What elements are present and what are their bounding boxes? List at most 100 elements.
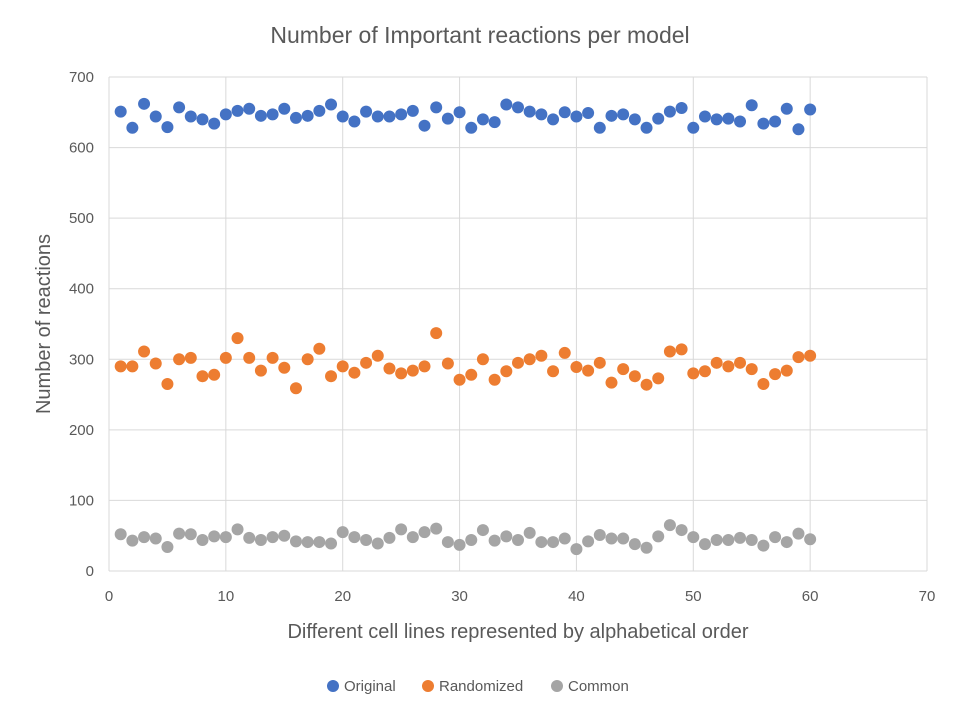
data-point	[804, 103, 817, 116]
data-point	[430, 522, 443, 535]
data-point	[254, 109, 267, 122]
data-point	[757, 377, 770, 390]
data-point	[757, 117, 770, 130]
data-point	[593, 121, 606, 134]
data-point	[582, 364, 595, 377]
data-point	[161, 121, 174, 134]
data-point	[348, 366, 361, 379]
data-point	[441, 536, 454, 549]
data-point	[360, 533, 373, 546]
x-tick-label: 10	[218, 588, 235, 605]
data-point	[161, 377, 174, 390]
data-point	[734, 356, 747, 369]
data-point	[488, 534, 501, 547]
data-point	[406, 364, 419, 377]
legend-label: Original	[344, 678, 396, 695]
data-point	[325, 537, 338, 550]
data-point	[780, 364, 793, 377]
data-point	[710, 113, 723, 126]
data-point	[476, 353, 489, 366]
y-tick-label: 600	[69, 140, 94, 157]
data-point	[652, 112, 665, 125]
series-original	[114, 97, 817, 136]
data-point	[418, 360, 431, 373]
data-point	[617, 532, 630, 545]
data-point	[219, 108, 232, 121]
data-point	[687, 531, 700, 544]
data-point	[278, 361, 291, 374]
data-point	[523, 353, 536, 366]
gridlines	[108, 76, 928, 572]
data-point	[325, 370, 338, 383]
data-point	[652, 372, 665, 385]
data-point	[184, 528, 197, 541]
data-point	[360, 105, 373, 118]
data-point	[208, 117, 221, 130]
data-point	[687, 121, 700, 134]
data-point	[243, 102, 256, 115]
data-point	[231, 104, 244, 117]
data-point	[523, 105, 536, 118]
data-point	[406, 104, 419, 117]
data-point	[348, 531, 361, 544]
data-point	[453, 106, 466, 119]
legend-marker	[327, 680, 339, 692]
data-point	[570, 543, 583, 556]
data-point	[500, 98, 513, 111]
data-point	[313, 104, 326, 117]
data-point	[698, 365, 711, 378]
data-point	[289, 535, 302, 548]
data-point	[465, 121, 478, 134]
data-point	[535, 108, 548, 121]
data-point	[769, 115, 782, 128]
data-point	[325, 98, 338, 111]
data-point	[173, 353, 186, 366]
legend-item-original: Original	[327, 678, 396, 695]
data-point	[465, 533, 478, 546]
data-point	[675, 102, 688, 115]
data-point	[289, 382, 302, 395]
data-point	[360, 356, 373, 369]
data-point	[149, 357, 162, 370]
data-point	[231, 332, 244, 345]
data-point	[196, 533, 209, 546]
data-point	[336, 110, 349, 123]
data-point	[722, 533, 735, 546]
data-point	[500, 530, 513, 543]
series-randomized	[114, 327, 817, 395]
data-point	[418, 119, 431, 132]
data-point	[371, 110, 384, 123]
x-tick-label: 40	[568, 588, 585, 605]
series-common	[114, 519, 817, 556]
data-point	[476, 113, 489, 126]
data-point	[698, 538, 711, 551]
data-point	[512, 101, 524, 114]
data-point	[149, 110, 162, 123]
data-point	[663, 105, 676, 118]
data-point	[675, 343, 688, 356]
legend-item-randomized: Randomized	[422, 678, 523, 695]
data-point	[196, 113, 209, 126]
data-point	[313, 536, 326, 549]
data-point	[640, 378, 653, 391]
data-point	[780, 536, 793, 549]
legend-label: Common	[568, 678, 629, 695]
data-points	[114, 97, 817, 556]
chart-title: Number of Important reactions per model	[270, 22, 689, 48]
y-tick-label: 0	[86, 563, 94, 580]
data-point	[348, 115, 361, 128]
data-point	[430, 327, 443, 340]
legend-label: Randomized	[439, 678, 523, 695]
legend-marker	[422, 680, 434, 692]
data-point	[722, 112, 735, 125]
data-point	[266, 531, 279, 544]
data-point	[336, 526, 349, 539]
data-point	[582, 535, 595, 548]
data-point	[769, 531, 782, 544]
x-tick-label: 20	[334, 588, 351, 605]
data-point	[558, 346, 571, 359]
data-point	[547, 365, 560, 378]
data-point	[628, 113, 641, 126]
axis-ticks: 0 100 200 300 400 500 600 700 0 10 20 30 40 50 60 70	[69, 69, 935, 605]
